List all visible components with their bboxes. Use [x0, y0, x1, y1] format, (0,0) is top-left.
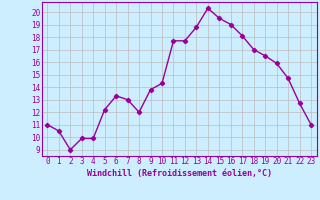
X-axis label: Windchill (Refroidissement éolien,°C): Windchill (Refroidissement éolien,°C) — [87, 169, 272, 178]
